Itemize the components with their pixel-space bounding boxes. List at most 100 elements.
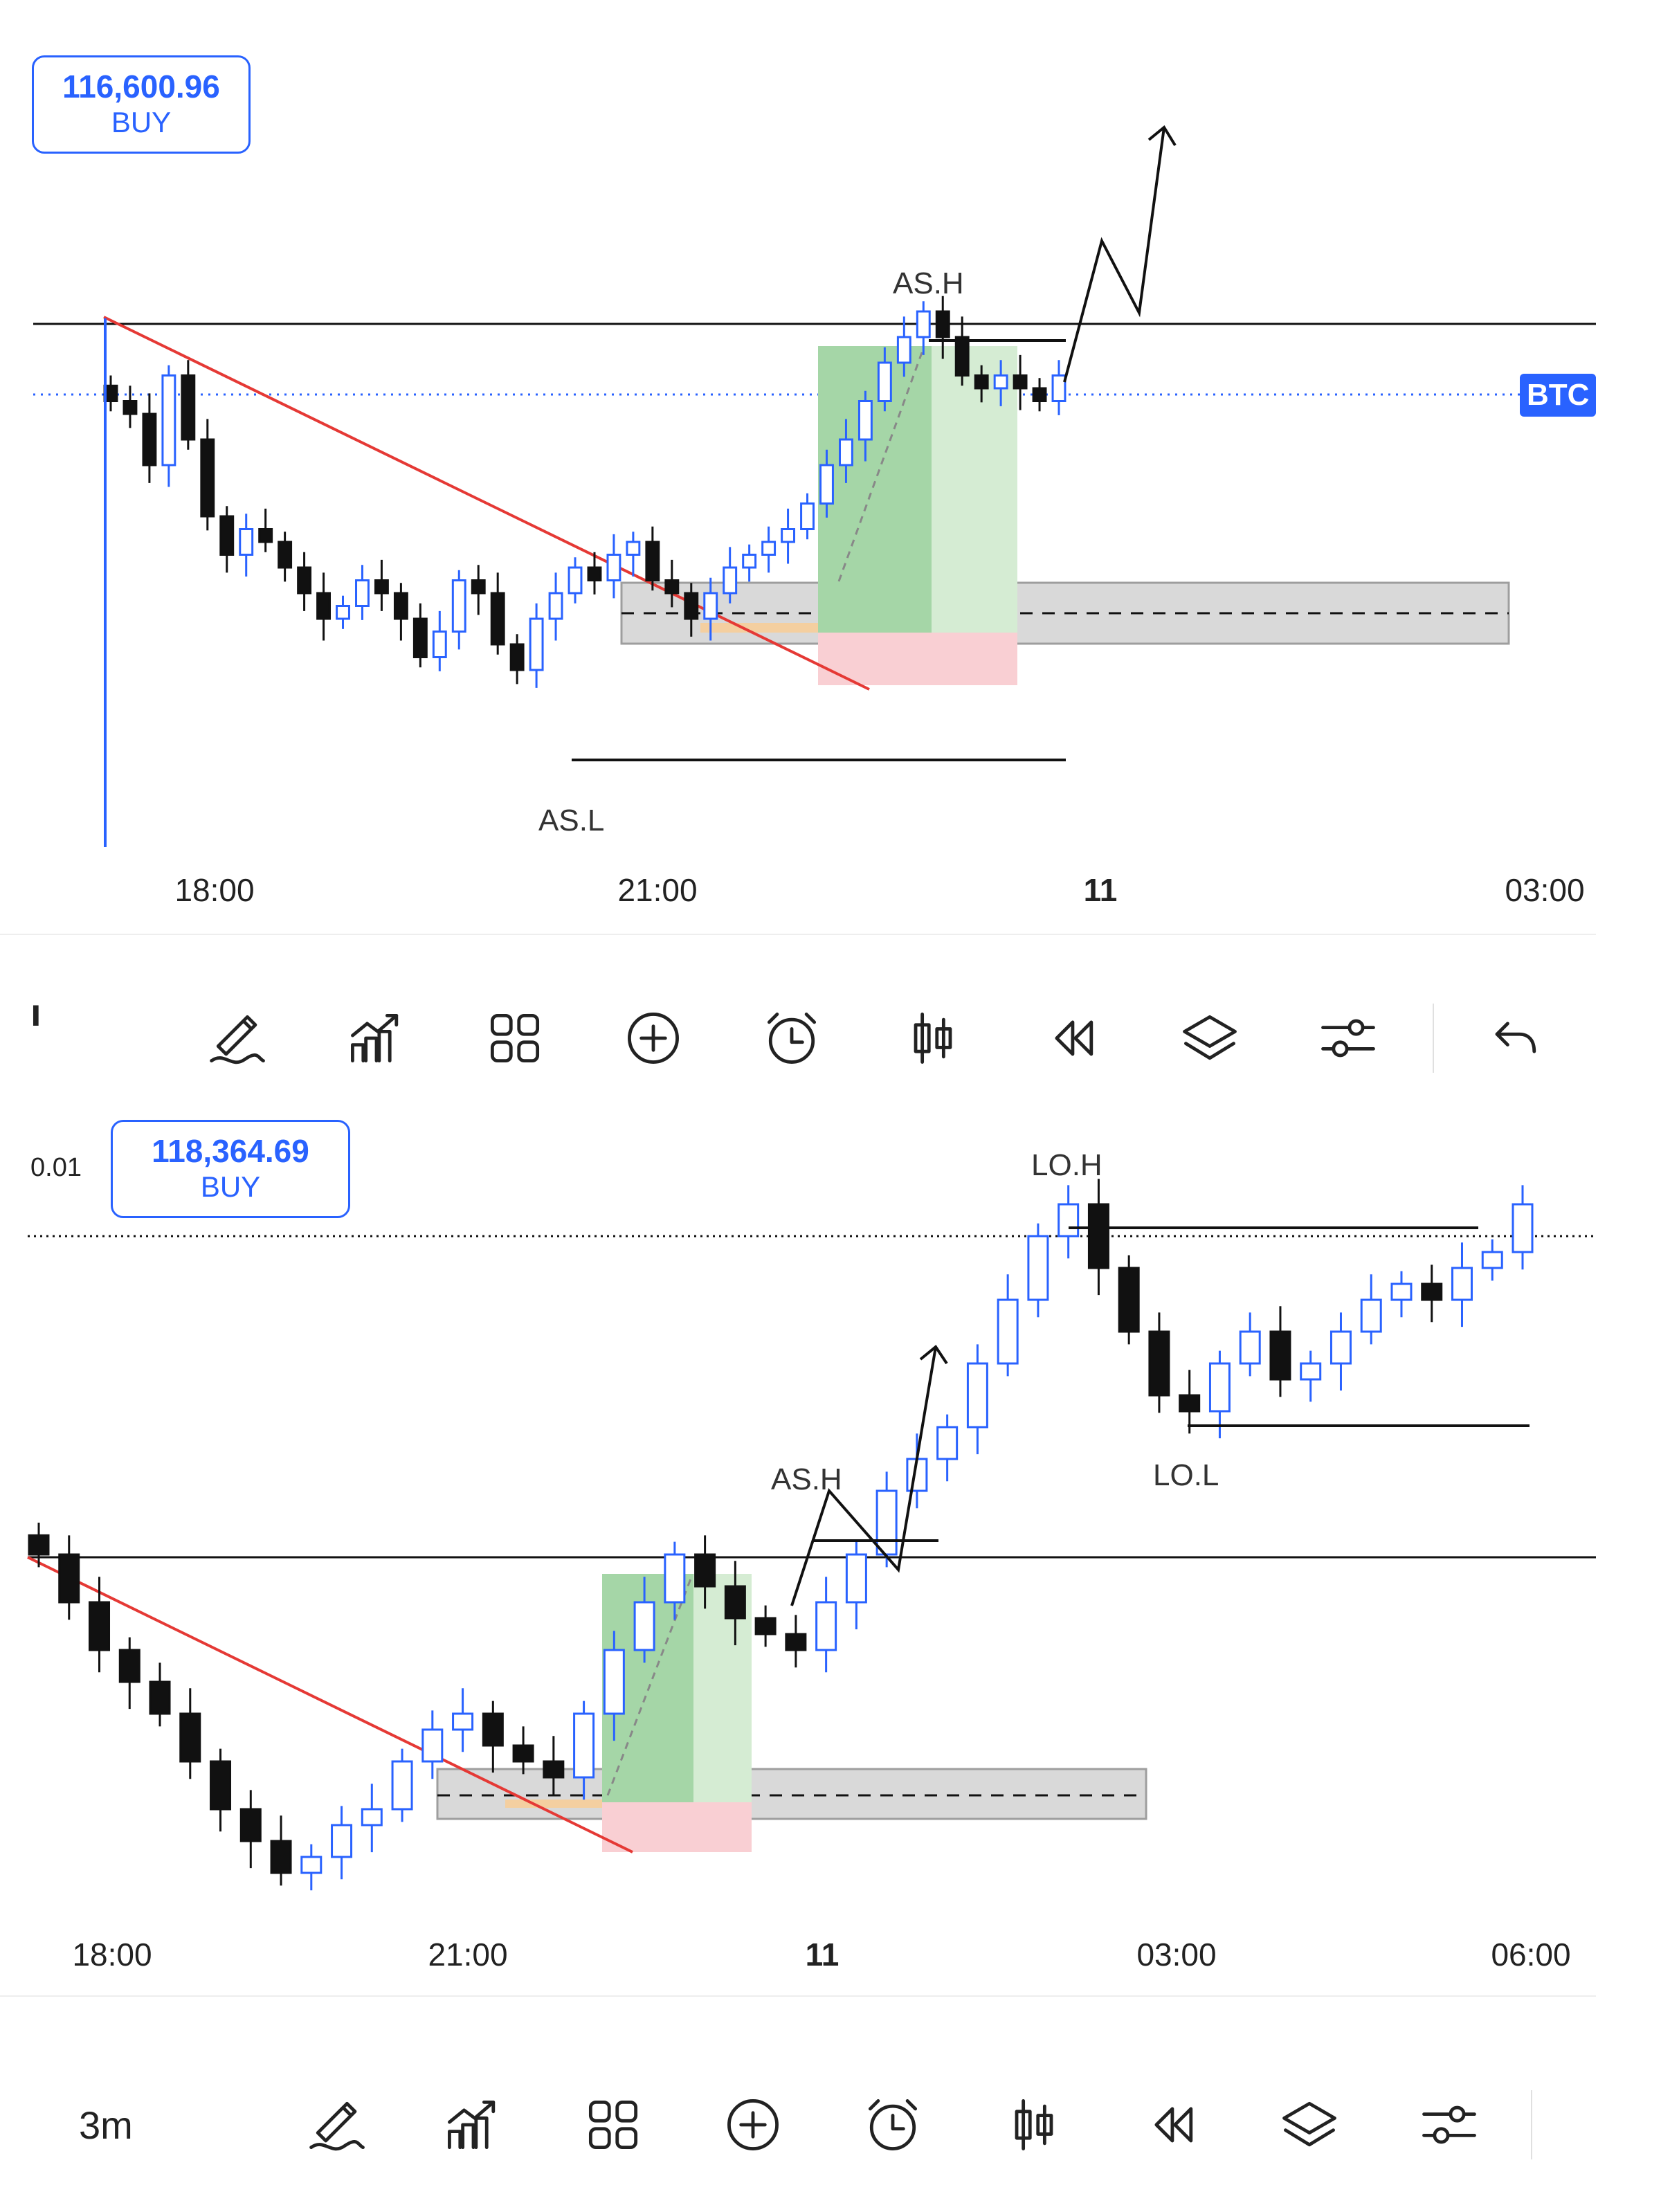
candle-body [331, 1824, 353, 1858]
candle-body [633, 1601, 655, 1651]
indicators-button[interactable] [342, 1004, 411, 1073]
order-block-zone [436, 1768, 1147, 1820]
candle-body [529, 617, 544, 671]
candle-body [1512, 1203, 1534, 1253]
layout-grid-button[interactable] [579, 2090, 648, 2159]
candle-body [1148, 1330, 1170, 1397]
candle-body [28, 1534, 50, 1556]
candle-body [452, 1712, 474, 1731]
candlestick-chart-bottom[interactable]: AS.H LO.H LO.L 18:00 21:00 11 03:00 06:00 [0, 1063, 1661, 2212]
undo-button[interactable] [1480, 1004, 1549, 1073]
projection-arrowhead [919, 1345, 948, 1365]
candle-body [974, 374, 989, 390]
candle-body [482, 1712, 504, 1747]
candle-body [278, 541, 293, 569]
candle-body [210, 1760, 232, 1811]
candle-body [239, 1808, 262, 1842]
candle-body [118, 1649, 140, 1683]
time-label: 18:00 [174, 872, 254, 908]
toolbar-divider [1433, 1004, 1434, 1073]
candle-body [297, 566, 312, 595]
candle-body [1329, 1330, 1352, 1365]
replay-button[interactable] [1136, 2090, 1206, 2159]
symbol-tag: BTC [1520, 374, 1597, 417]
replay-button[interactable] [1037, 1004, 1106, 1073]
add-button[interactable] [718, 2090, 788, 2159]
candle-body [509, 643, 525, 671]
indicators-button[interactable] [439, 2090, 508, 2159]
layout-grid-button[interactable] [480, 1004, 550, 1073]
timeframe-button[interactable]: 3m [79, 2103, 133, 2147]
timeframe-partial[interactable]: ı [30, 990, 42, 1034]
candle-body [1239, 1330, 1261, 1365]
buy-label: BUY [111, 106, 172, 138]
replay-icon [1154, 2107, 1193, 2143]
fvg-highlight [505, 1799, 602, 1808]
settings-button[interactable] [1314, 1004, 1383, 1073]
candle-body [122, 400, 138, 415]
time-label: 03:00 [1136, 1937, 1216, 1973]
axis-value: 0.01 [30, 1153, 82, 1182]
candle-body [393, 592, 408, 620]
projection-arrowhead [1147, 125, 1177, 147]
candle-body [412, 617, 428, 658]
candle-body [664, 579, 680, 595]
draw-icon [210, 1015, 265, 1064]
draw-button[interactable] [303, 2090, 372, 2159]
layers-button[interactable] [1275, 2090, 1344, 2159]
candle-body [200, 438, 215, 518]
label-as-high: AS.H [771, 1462, 842, 1496]
candle-body [355, 579, 370, 607]
projection-path [1063, 127, 1165, 383]
add-button[interactable] [619, 1004, 688, 1073]
candle-body [421, 1728, 444, 1763]
draw-icon [309, 2101, 365, 2151]
price-buy-box[interactable]: 118,364.69 BUY [111, 1120, 350, 1218]
candle-body [270, 1840, 292, 1874]
candle-body [219, 515, 235, 556]
candles-icon [1015, 2099, 1053, 2150]
time-label: 06:00 [1491, 1937, 1570, 1973]
fvg-highlight [700, 623, 818, 633]
position-stop-zone [602, 1802, 752, 1852]
candle-body [548, 592, 563, 620]
candle-body [1300, 1362, 1322, 1381]
candle-body [58, 1553, 80, 1604]
candle-body [181, 374, 196, 441]
layers-button[interactable] [1175, 1004, 1244, 1073]
label-as-low: AS.L [538, 804, 604, 837]
candle-body [754, 1617, 777, 1635]
trendline [103, 316, 870, 691]
candle-body [142, 413, 157, 466]
candle-body [1058, 1203, 1080, 1238]
projection-path [790, 1346, 937, 1606]
position-path [606, 1575, 693, 1796]
candle-body [1179, 1394, 1201, 1413]
alert-button[interactable] [757, 1004, 826, 1073]
candle-body [703, 592, 718, 620]
candle-body [336, 605, 350, 620]
time-label: 21:00 [617, 872, 697, 908]
settings-button[interactable] [1415, 2090, 1484, 2159]
candles-button[interactable] [999, 2090, 1069, 2159]
candle-body [936, 1426, 959, 1460]
candle-body [785, 1633, 807, 1651]
candles-button[interactable] [898, 1004, 968, 1073]
draw-button[interactable] [203, 1004, 273, 1073]
candle-body [694, 1553, 716, 1588]
candlestick-chart-top[interactable]: AS.H AS.L 18:00 21:00 11 03:00 [0, 0, 1661, 969]
buy-price: 116,600.96 [62, 69, 220, 105]
candle-body [839, 438, 853, 466]
price-buy-box[interactable]: 116,600.96 BUY [32, 55, 251, 154]
time-label: 11 [806, 1937, 839, 1973]
alert-button[interactable] [858, 2090, 927, 2159]
toolbar-divider [1531, 2090, 1532, 2159]
candle-body [1421, 1282, 1443, 1301]
candle-body [300, 1856, 323, 1874]
layout-grid-icon [588, 2100, 638, 2150]
candle-body [239, 528, 254, 556]
candle-body [1118, 1267, 1140, 1333]
undo-icon [1495, 1022, 1536, 1053]
buy-label: BUY [200, 1170, 261, 1203]
candle-body [374, 579, 389, 595]
